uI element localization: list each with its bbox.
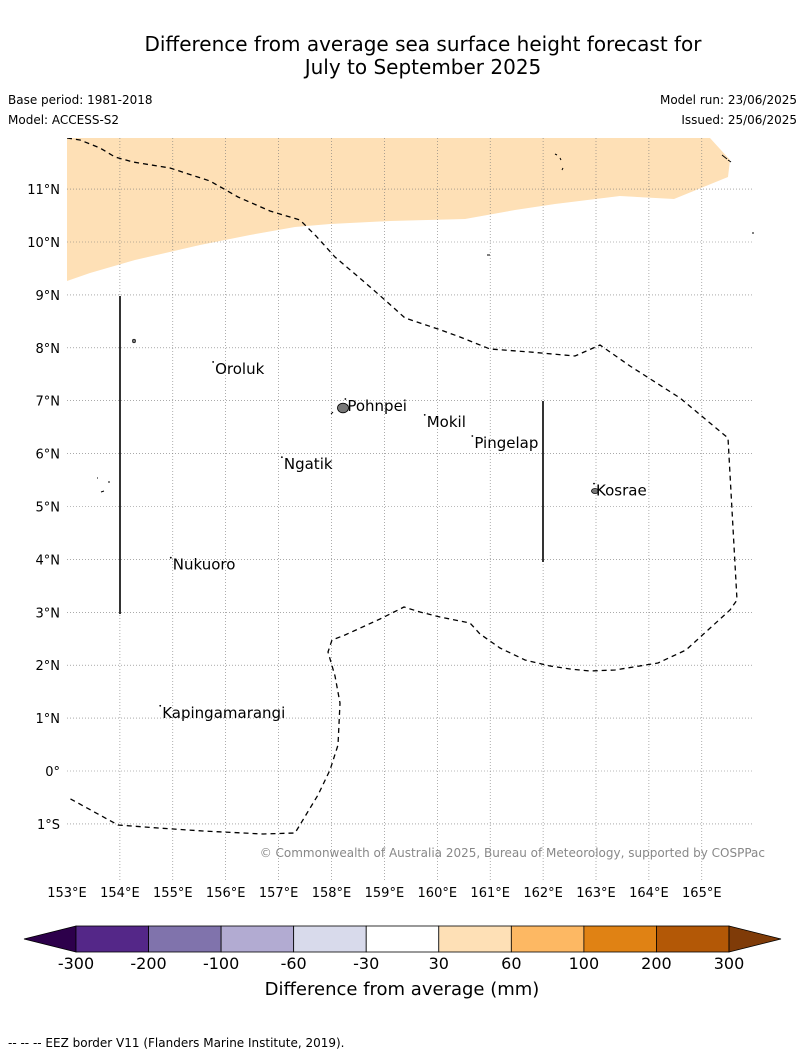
colorbar-tick-label: -200 — [130, 954, 166, 973]
colorbar-tick-label: -30 — [353, 954, 379, 973]
place-label-nukuoro: Nukuoro — [173, 556, 236, 574]
place-label-kosrae: Kosrae — [596, 482, 647, 500]
longitude-tick-label: 158°E — [312, 886, 352, 901]
colorbar-title: Difference from average (mm) — [265, 979, 540, 1000]
latitude-tick-label: 9°N — [36, 289, 61, 304]
latitude-tick-label: 1°N — [36, 712, 61, 727]
colorbar-under-arrow — [23, 925, 77, 953]
place-label-pohnpei: Pohnpei — [347, 397, 407, 415]
latitude-tick-label: 0° — [45, 765, 60, 780]
place-markers: Oroluk Pohnpei Mokil Pingelap Ngatik Kosrae Nu… — [159, 360, 647, 722]
longitude-tick-label: 161°E — [470, 886, 510, 901]
colorbar-tick-label: -300 — [58, 954, 94, 973]
longitude-labels: 153°E 154°E 155°E 156°E 157°E 158°E 159°E 160°E… — [47, 886, 721, 901]
place-dot — [159, 704, 162, 707]
latitude-tick-label: 5°N — [36, 501, 61, 516]
colorbar-segment — [510, 925, 585, 953]
colorbar-tick-labels: -300 -200 -100 -60 -30 30 60 100 200 300 — [58, 954, 744, 973]
graticule — [67, 138, 754, 880]
title-line-2: July to September 2025 — [304, 55, 542, 79]
latitude-tick-label: 10°N — [27, 236, 60, 251]
colorbar-tick-label: 300 — [714, 954, 745, 973]
colorbar-segment — [583, 925, 657, 953]
copyright-notice: © Commonwealth of Australia 2025, Bureau… — [260, 846, 765, 860]
place-label-ngatik: Ngatik — [284, 455, 333, 473]
colorbar-tick-label: 100 — [569, 954, 600, 973]
longitude-tick-label: 162°E — [523, 886, 563, 901]
map-area: Oroluk Pohnpei Mokil Pingelap Ngatik Kosrae Nu… — [27, 138, 765, 901]
latitude-tick-label: 8°N — [36, 342, 61, 357]
longitude-tick-label: 153°E — [47, 886, 87, 901]
longitude-tick-label: 163°E — [576, 886, 616, 901]
colorbar-segment — [365, 925, 440, 953]
longitude-tick-label: 165°E — [682, 886, 722, 901]
colorbar-tick-label: 200 — [641, 954, 672, 973]
longitude-tick-label: 154°E — [100, 886, 140, 901]
latitude-tick-label: 2°N — [36, 659, 61, 674]
longitude-tick-label: 157°E — [259, 886, 299, 901]
colorbar-segment — [148, 925, 222, 953]
colorbar-segment — [656, 925, 730, 953]
colorbar-segment — [75, 925, 149, 953]
place-dot — [280, 456, 283, 459]
colorbar-segment — [438, 925, 512, 953]
model-run-date: Model run: 23/06/2025 — [659, 93, 797, 107]
colorbar-tick-label: 60 — [501, 954, 521, 973]
colorbar-tick-label: 30 — [429, 954, 449, 973]
issued-date: Issued: 25/06/2025 — [681, 113, 797, 127]
model-name: Model: ACCESS-S2 — [8, 113, 120, 127]
longitude-tick-label: 155°E — [153, 886, 193, 901]
reef-outline — [554, 153, 564, 171]
longitude-tick-label: 164°E — [629, 886, 669, 901]
footnote-eez-source: -- -- -- EEZ border V11 (Flanders Marine… — [8, 1036, 345, 1050]
kosrae-island — [591, 488, 599, 494]
reef-outline — [330, 154, 754, 415]
reef-outline — [97, 477, 110, 493]
latitude-tick-label: 7°N — [36, 395, 61, 410]
place-dot — [169, 556, 172, 559]
latitude-labels: 11°N 10°N 9°N 8°N 7°N 6°N 5°N 4°N 3°N 2°N 1°N 0° 1°S — [27, 183, 60, 833]
latitude-tick-label: 11°N — [27, 183, 60, 198]
place-dot — [344, 398, 347, 400]
latitude-tick-label: 3°N — [36, 606, 61, 621]
eez-border-north — [67, 138, 738, 835]
longitude-tick-label: 160°E — [418, 886, 458, 901]
longitude-tick-label: 156°E — [206, 886, 246, 901]
colorbar: -300 -200 -100 -60 -30 30 60 100 200 300 Differen… — [23, 925, 782, 1000]
place-label-oroluk: Oroluk — [215, 360, 264, 378]
title-line-1: Difference from average sea surface heig… — [144, 32, 702, 56]
pohnpei-island — [337, 402, 349, 414]
colorbar-tick-label: -100 — [203, 954, 239, 973]
place-dot — [471, 435, 474, 437]
place-label-kapingamarangi: Kapingamarangi — [162, 704, 285, 722]
place-dot — [593, 482, 595, 485]
place-label-pingelap: Pingelap — [474, 434, 538, 452]
base-period: Base period: 1981-2018 — [8, 93, 153, 107]
colorbar-segment — [293, 925, 367, 953]
place-dot — [423, 413, 426, 416]
latitude-tick-label: 4°N — [36, 553, 61, 568]
place-label-mokil: Mokil — [427, 413, 466, 431]
longitude-tick-label: 159°E — [365, 886, 405, 901]
place-dot — [212, 361, 215, 363]
anomaly-fill-region — [67, 138, 730, 281]
colorbar-over-arrow — [728, 925, 782, 953]
latitude-tick-label: 1°S — [37, 818, 60, 833]
latitude-tick-label: 6°N — [36, 448, 61, 463]
colorbar-segment — [220, 925, 295, 953]
map-title: Difference from average sea surface heig… — [0, 33, 804, 79]
island-marker — [132, 338, 136, 344]
colorbar-segments — [23, 925, 782, 953]
colorbar-tick-label: -60 — [281, 954, 307, 973]
